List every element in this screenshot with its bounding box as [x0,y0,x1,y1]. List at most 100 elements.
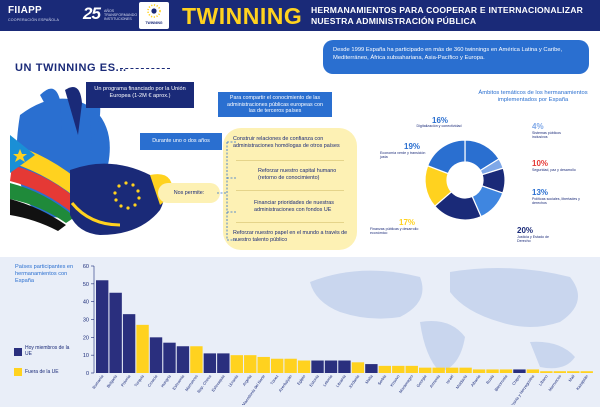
x-tick-label: Letonia [322,373,334,387]
bar [392,365,405,373]
hands-illustration [10,86,173,235]
bar [163,342,176,373]
permits-label: Nos permite: [158,183,220,203]
x-tick-label: Azerbaiyán [277,374,293,393]
share-bubble: Para compartir el conocimiento de las ad… [218,92,332,117]
x-tick-label: Lituania [335,373,348,388]
label-social: Políticas sociales, libertades y derecho… [532,197,580,206]
x-tick-label: Malta [364,373,374,385]
y-tick-label: 50 [83,282,89,288]
donut-slice [426,139,466,175]
bar [580,371,593,373]
bar [526,369,540,373]
eu-stars-icon [147,4,161,18]
title-band [172,0,600,31]
donut-chart [424,139,506,221]
bar [459,367,472,373]
bar [176,346,190,373]
label-security: Seguridad, paz y desarrollo [532,168,576,172]
twinning-logo-text: TWINNING [145,21,163,25]
x-tick-label: Egipto [296,373,307,386]
bar [270,358,284,373]
x-tick-label: Kazajstán [575,374,589,391]
bar [540,371,553,373]
bar-chart: 0 10 20 30 40 50 60 Rumanía Bulgaria Polonia Turqu… [83,264,593,405]
pct-justice: 20% [517,226,534,235]
anniversary-subtitle: AÑOS TRANSFORMANDO INSTITUCIONES [104,9,138,22]
bar [567,371,580,373]
benefit-divider [236,190,344,191]
x-tick-label: Ucrania [227,373,239,388]
page-subtitle: HERMANAMIENTOS PARA COOPERAR E INTERNACI… [311,5,584,26]
bar [203,353,217,373]
y-tick-label: 60 [83,264,89,270]
benefit-divider [236,222,344,223]
x-tick-label: Túnez [269,374,279,386]
bar [419,367,432,373]
bar [96,280,109,373]
x-tick-label: Polonia [120,373,132,387]
x-tick-label: Chipre [511,373,522,386]
benefit-item: Financiar prioridades de nuestras admini… [254,200,335,213]
bar [297,360,311,373]
x-tick-label: Bielorrusia [493,373,508,392]
x-tick-label: Serbia [376,373,387,386]
pct-green: 19% [404,142,421,151]
anniversary-logo: 25 [83,4,101,23]
bar [472,369,486,373]
benefit-item: Reforzar nuestro papel en el mundo a tra… [233,230,348,243]
twinning-logo: TWINNING [139,2,169,29]
pct-digital: 16% [432,116,449,125]
bar [405,365,418,373]
x-tick-label: Turquía [133,373,145,388]
bar [217,353,230,373]
pct-finance: 17% [399,218,416,227]
bar [284,358,297,373]
x-tick-label: Marruecos [547,374,562,392]
legend-eu-swatch [14,348,22,356]
bar [338,360,351,373]
y-tick-label: 30 [83,318,89,324]
bar [190,346,203,373]
y-tick-label: 10 [83,353,89,359]
pct-security: 10% [532,159,549,168]
y-tick-label: 0 [86,371,89,377]
page-title: TWINNING [182,3,303,29]
x-tick-label: Líbano [538,373,550,387]
eu-stars-icon [113,181,141,210]
bar [149,337,163,373]
benefit-divider [236,160,344,161]
bar-chart-title: Países participantes en hermanamientos c… [15,264,74,284]
bar [499,369,513,373]
bar [122,314,136,373]
y-tick-label: 40 [83,300,89,306]
bar [257,356,270,373]
fiiapp-logo: FIIAPP [8,5,43,16]
x-tick-label: Argelia [241,373,253,387]
x-tick-label: Hungría [160,373,173,388]
header: FIIAPP COOPERACIÓN ESPAÑOLA 25 AÑOS TRAN… [0,0,600,31]
x-tick-label: Rusia [485,373,495,385]
label-justice: Justicia y Estado de Derecho [517,235,549,244]
x-tick-label: Bosnia y Herzegovina [509,373,536,405]
x-tick-label: Eslovaquia [210,373,226,393]
star-icon [13,149,27,162]
benefit-item: Reforzar nuestro capital humano (retorno… [258,168,337,181]
legend-non-eu-label: Fuera de la UE [25,369,59,375]
x-tick-label: Rumanía [91,373,105,390]
bar [311,360,324,373]
benefits-box [223,128,357,250]
title-divider [120,68,170,69]
program-bubble: Un programa financiado por la Unión Euro… [86,82,194,108]
x-tick-label: Georgia [415,373,428,388]
bar [324,360,338,373]
bar [136,324,149,373]
world-map-background [310,268,578,372]
benefits-connector [217,141,237,241]
x-tick-label: Bulgaria [105,373,118,389]
eu-hand [70,163,173,235]
bar [432,367,445,373]
section-title: UN TWINNING ES... [15,62,127,74]
bar [378,365,392,373]
x-tick-label: Mali [567,374,575,383]
